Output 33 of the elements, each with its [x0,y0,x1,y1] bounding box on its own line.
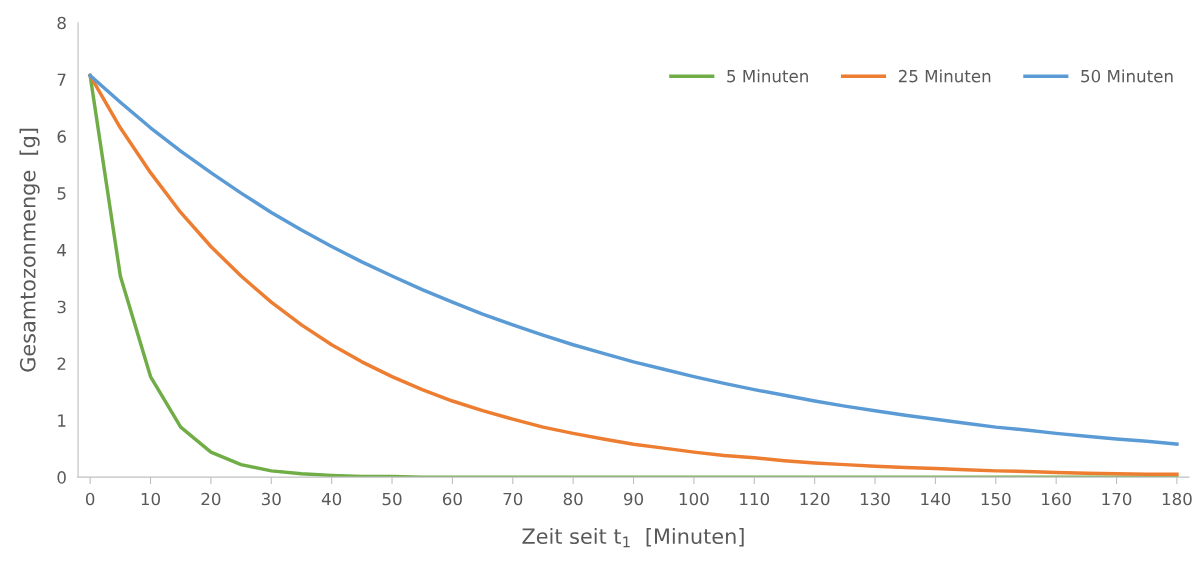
x-tick-label: 170 [1102,492,1132,506]
y-tick-label: 2 [57,357,66,370]
x-tick-label: 0 [85,492,95,506]
x-tick-label: 60 [442,492,462,506]
y-tick-label: 0 [57,471,66,484]
x-tick-label: 160 [1042,492,1071,506]
x-tick-label: 150 [981,492,1011,506]
y-tick-label: 6 [57,130,66,143]
x-tick-label: 100 [679,492,709,506]
x-tick-label: 130 [860,492,890,506]
x-tick-label: 90 [623,492,644,506]
y-axis-title: Gesamtozonmenge [g] [19,128,40,372]
x-axis-title: Zeit seit t$_{1}$ [Minuten] [522,527,744,548]
x-tick-label: 40 [321,492,342,506]
x-tick-label: 70 [503,492,523,506]
y-tick-label: 7 [57,73,66,86]
x-tick-label: 140 [921,492,951,506]
y-tick-label: 1 [58,414,66,427]
y-tick-label: 3 [57,300,66,314]
y-tick-label: 4 [57,244,67,257]
y-tick-label: 5 [57,187,66,200]
x-tick-label: 10 [141,492,161,506]
y-tick-label: 8 [57,16,66,30]
x-tick-label: 180 [1162,492,1192,506]
x-tick-label: 20 [201,492,221,506]
x-tick-label: 50 [382,492,402,506]
legend-label: 5 Minuten [727,69,808,83]
x-tick-label: 120 [800,492,830,506]
x-tick-label: 110 [740,492,770,506]
x-tick-label: 80 [563,492,583,506]
legend-label: 50 Minuten [1081,69,1173,83]
legend-label: 25 Minuten [898,69,991,83]
x-tick-label: 30 [261,492,281,506]
